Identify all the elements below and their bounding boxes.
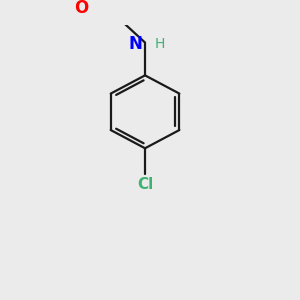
Text: O: O xyxy=(74,0,88,17)
Text: H: H xyxy=(155,38,165,51)
Text: N: N xyxy=(128,35,142,53)
Text: Cl: Cl xyxy=(137,177,153,192)
